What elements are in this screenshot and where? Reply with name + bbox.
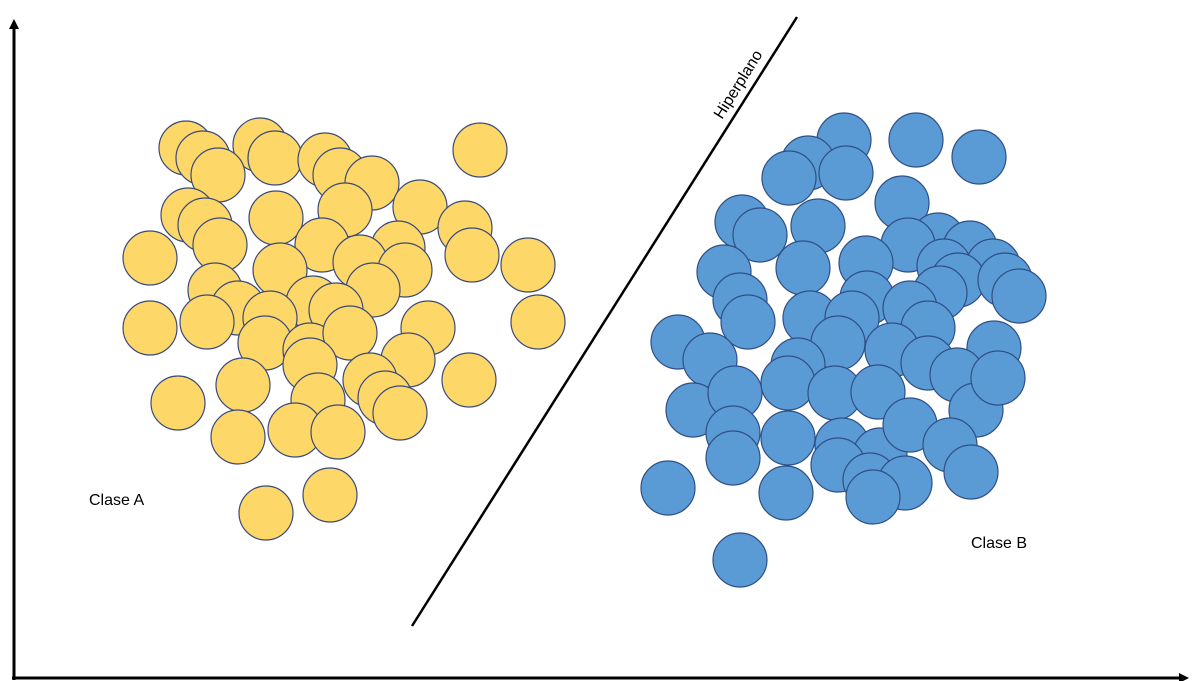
class-a-point <box>210 409 266 465</box>
class-a-point <box>372 385 428 441</box>
class-b-point <box>818 145 874 201</box>
class-b-point <box>705 430 761 486</box>
class-a-point <box>238 485 294 541</box>
class-a-point <box>122 230 178 286</box>
hyperplane-line <box>410 16 799 627</box>
class-a-label: Clase A <box>89 492 144 509</box>
class-b-point <box>888 112 944 168</box>
class-a-point <box>179 294 235 350</box>
class-b-point <box>845 469 901 525</box>
class-a-point <box>444 227 500 283</box>
class-b-points <box>640 112 1047 588</box>
class-b-point <box>712 532 768 588</box>
class-a-point <box>510 294 566 350</box>
class-a-point <box>322 305 378 361</box>
class-a-point <box>150 375 206 431</box>
class-b-point <box>758 465 814 521</box>
class-b-point <box>761 150 817 206</box>
class-b-point <box>720 294 776 350</box>
class-b-point <box>760 410 816 466</box>
class-b-point <box>970 350 1026 406</box>
class-b-point <box>951 129 1007 185</box>
class-a-point <box>122 300 178 356</box>
class-b-point <box>760 355 816 411</box>
class-a-point <box>441 352 497 408</box>
class-a-point <box>452 122 508 178</box>
class-a-point <box>248 190 304 246</box>
class-b-point <box>775 240 831 296</box>
class-a-point <box>500 237 556 293</box>
class-b-point <box>943 444 999 500</box>
class-a-point <box>302 467 358 523</box>
class-b-label: Clase B <box>971 535 1027 552</box>
class-b-point <box>991 268 1047 324</box>
class-a-points <box>122 117 566 541</box>
class-a-point <box>310 404 366 460</box>
class-a-point <box>215 357 271 413</box>
class-b-point <box>640 460 696 516</box>
class-b-point <box>732 207 788 263</box>
class-a-point <box>247 130 303 186</box>
